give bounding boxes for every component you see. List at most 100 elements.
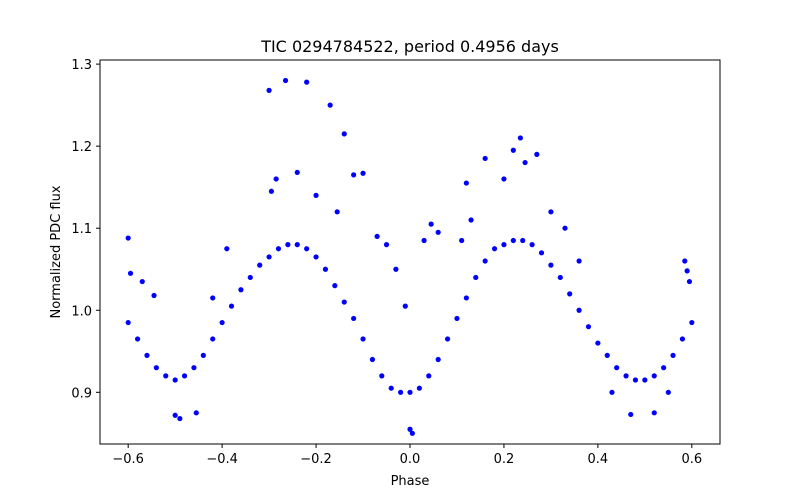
outlier-point <box>501 176 507 182</box>
y-tick-label: 1.0 <box>71 304 92 319</box>
outlier-point <box>351 172 357 178</box>
outlier-point <box>402 303 408 309</box>
outlier-point <box>383 242 390 248</box>
y-axis-label: Normalized PDC flux <box>49 185 64 318</box>
outlier-point <box>177 415 183 422</box>
outlier-point <box>409 430 415 436</box>
x-axis-label: Phase <box>391 474 430 489</box>
outlier-point <box>463 180 469 186</box>
outlier-point <box>360 170 366 176</box>
data-point <box>294 242 300 248</box>
data-point <box>134 336 141 342</box>
chart-title: TIC 0294784522, period 0.4956 days <box>260 37 559 56</box>
data-point <box>491 246 498 252</box>
data-point <box>642 377 648 383</box>
outlier-point <box>651 410 657 416</box>
data-point <box>219 319 225 326</box>
data-point <box>125 319 131 326</box>
outlier-point <box>407 426 413 432</box>
x-axis: −0.6 −0.4 −0.2 0.0 0.2 0.4 0.6 <box>112 444 702 467</box>
outlier-point <box>273 176 279 182</box>
data-point <box>416 385 422 391</box>
x-tick-label: 0.6 <box>681 452 702 467</box>
outlier-point <box>510 147 516 153</box>
outlier-point <box>334 209 340 215</box>
data-point <box>210 336 216 342</box>
data-point <box>172 377 178 383</box>
y-axis: 0.9 1.0 1.1 1.2 1.3 <box>71 58 100 401</box>
y-tick-label: 1.2 <box>71 140 92 155</box>
outlier-point <box>193 410 199 416</box>
data-point <box>585 324 592 330</box>
data-point <box>238 287 244 293</box>
x-tick-label: 0.0 <box>400 452 421 467</box>
outlier-point <box>435 229 441 235</box>
data-point <box>257 262 263 268</box>
outlier-point <box>210 295 216 301</box>
data-point <box>360 336 366 342</box>
data-point <box>247 274 253 281</box>
data-point <box>322 266 329 272</box>
outlier-point <box>468 217 474 223</box>
data-point <box>407 389 413 395</box>
data-point <box>435 356 441 363</box>
data-point <box>661 365 667 371</box>
data-point <box>304 246 310 252</box>
outlier-point <box>139 278 145 285</box>
data-point <box>285 242 291 248</box>
data-point <box>689 319 695 326</box>
data-point <box>398 389 404 395</box>
outlier-point <box>304 79 310 85</box>
outlier-point <box>374 233 380 240</box>
outlier-point <box>327 102 333 108</box>
data-point <box>463 295 469 301</box>
data-point <box>623 373 629 379</box>
data-point <box>144 352 150 358</box>
outlier-point <box>266 87 272 93</box>
data-point <box>548 262 554 268</box>
outlier-point <box>268 188 275 194</box>
outlier-point <box>294 169 300 176</box>
outlier-point <box>127 270 134 276</box>
y-tick-label: 0.9 <box>71 386 92 401</box>
outlier-point <box>665 389 671 395</box>
outlier-point <box>151 292 157 299</box>
outlier-point <box>393 266 399 272</box>
y-tick-label: 1.3 <box>71 58 92 73</box>
data-point <box>651 373 657 379</box>
data-point <box>266 254 272 260</box>
x-tick-label: 0.4 <box>588 452 609 467</box>
outlier-point <box>548 209 554 215</box>
data-point <box>529 242 535 248</box>
data-point <box>369 356 376 363</box>
outlier-point <box>682 258 688 264</box>
data-point <box>576 307 582 313</box>
outlier-point <box>313 192 319 198</box>
data-points <box>125 77 695 436</box>
outlier-point <box>172 412 178 418</box>
data-point <box>313 254 319 260</box>
data-point <box>557 274 563 281</box>
outlier-point <box>684 268 690 274</box>
data-point <box>228 303 235 309</box>
outlier-point <box>576 258 582 264</box>
outlier-point <box>628 411 634 418</box>
outlier-point <box>125 235 131 241</box>
outlier-point <box>459 237 465 244</box>
outlier-point <box>522 159 528 166</box>
x-tick-label: −0.4 <box>206 452 238 467</box>
x-tick-label: 0.2 <box>494 452 515 467</box>
outlier-point <box>482 155 488 162</box>
x-tick-label: −0.6 <box>112 452 144 467</box>
data-point <box>388 385 394 391</box>
data-point <box>163 373 169 379</box>
data-point <box>454 315 460 322</box>
outlier-point <box>224 246 230 252</box>
outlier-point <box>686 278 693 285</box>
outlier-point <box>428 221 434 227</box>
data-point <box>351 315 357 322</box>
x-tick-label: −0.2 <box>300 452 332 467</box>
outlier-point <box>421 237 427 244</box>
data-point <box>341 299 347 305</box>
